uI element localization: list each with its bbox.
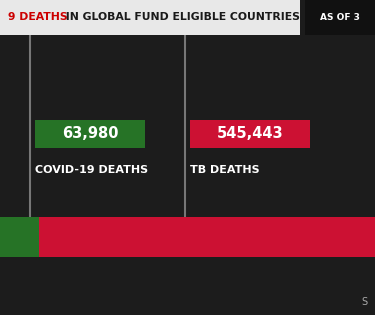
Text: 545,443: 545,443 bbox=[217, 127, 284, 141]
FancyBboxPatch shape bbox=[39, 217, 375, 257]
FancyBboxPatch shape bbox=[190, 120, 310, 148]
FancyBboxPatch shape bbox=[35, 120, 145, 148]
Text: 9 DEATHS: 9 DEATHS bbox=[8, 13, 68, 22]
FancyBboxPatch shape bbox=[305, 0, 375, 35]
FancyBboxPatch shape bbox=[0, 217, 39, 257]
Text: COVID-19 DEATHS: COVID-19 DEATHS bbox=[35, 165, 148, 175]
Text: AS OF 3: AS OF 3 bbox=[320, 13, 360, 22]
Text: IN GLOBAL FUND ELIGIBLE COUNTRIES: IN GLOBAL FUND ELIGIBLE COUNTRIES bbox=[62, 13, 300, 22]
FancyBboxPatch shape bbox=[0, 0, 300, 35]
Text: TB DEATHS: TB DEATHS bbox=[190, 165, 260, 175]
Text: 63,980: 63,980 bbox=[62, 127, 118, 141]
Text: S: S bbox=[361, 297, 367, 307]
